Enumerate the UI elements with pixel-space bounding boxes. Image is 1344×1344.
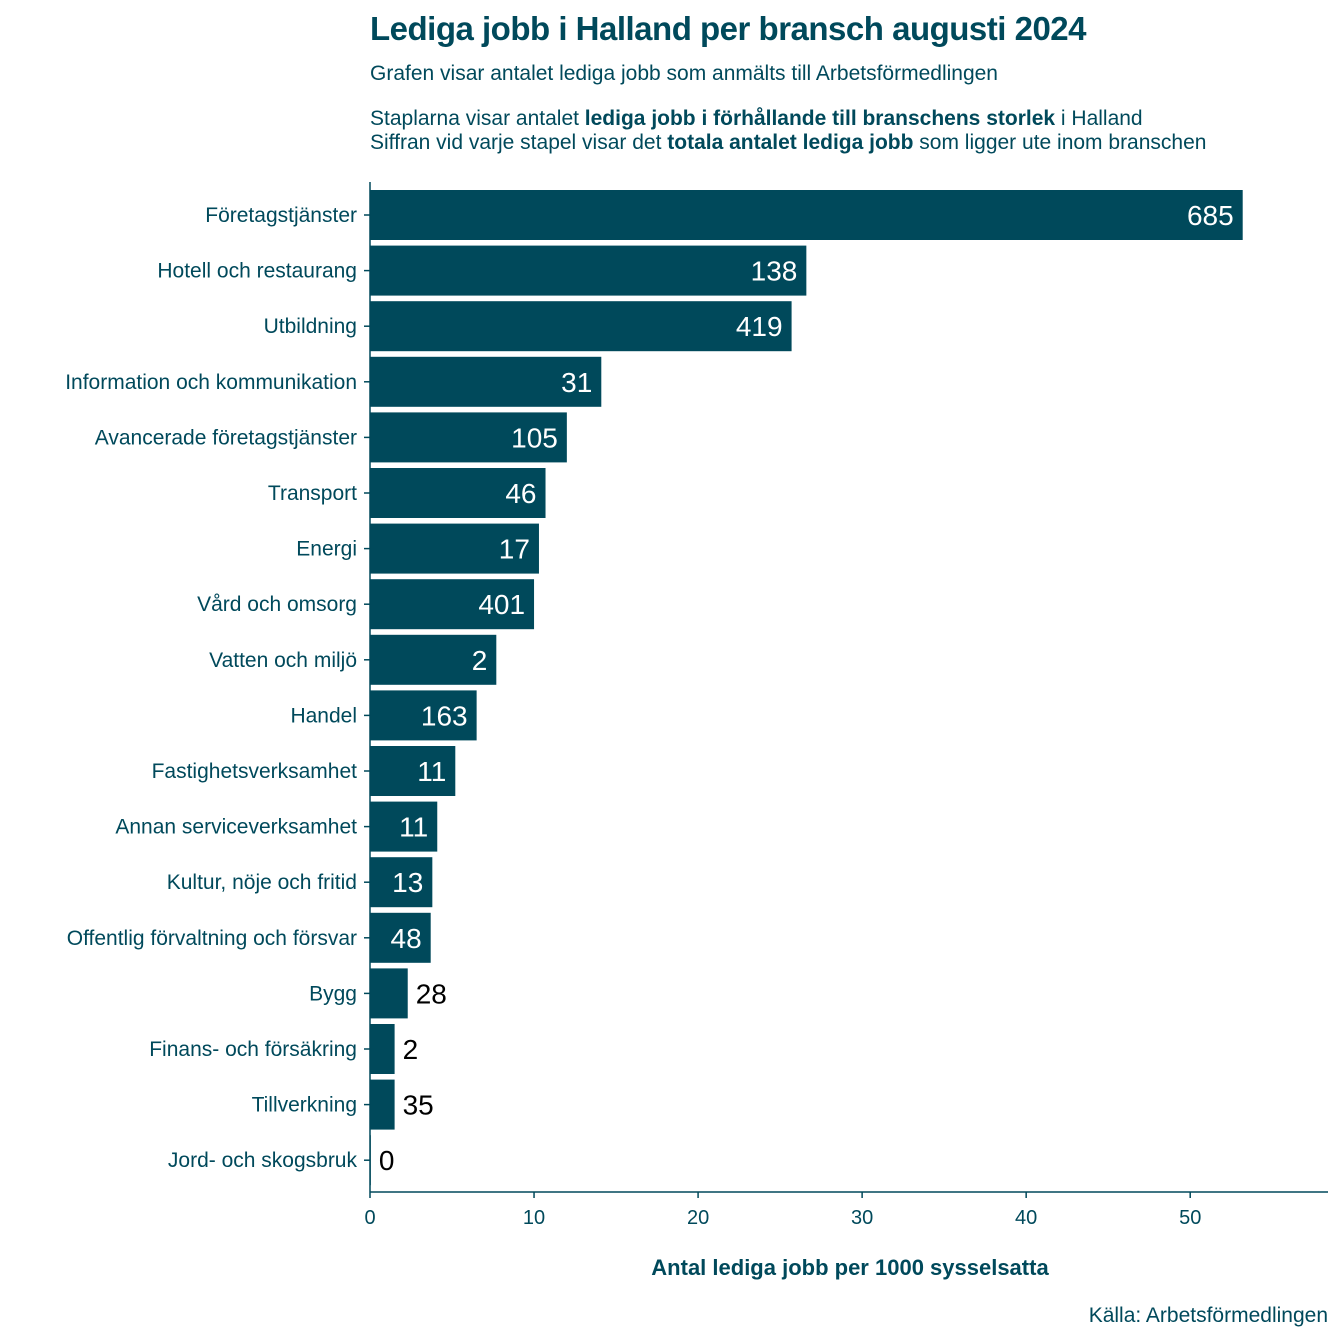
value-label-10: 11 [417,756,446,787]
bar-2 [370,301,792,352]
x-axis-title: Antal lediga jobb per 1000 sysselsatta [651,1255,1049,1280]
value-label-5: 46 [505,478,536,509]
desc1-bold: lediga jobb i förhållande till branschen… [584,107,1056,130]
bar-5 [370,468,546,518]
bar-13 [370,912,431,963]
chart-subtitle: Grafen visar antalet lediga jobb som anm… [370,62,998,85]
bar-1 [370,245,807,296]
desc2-pre: Siffran vid varje stapel visar det [370,131,668,154]
value-label-16: 35 [403,1090,434,1121]
bar-7 [370,579,535,630]
source-note: Källa: Arbetsförmedlingen [1088,1304,1328,1327]
chart-title: Lediga jobb i Halland per bransch august… [370,10,1087,47]
value-label-13: 48 [391,923,422,954]
category-label-11: Annan serviceverksamhet [115,816,357,839]
axes-group: Företagstjänster Hotell och restaurang Utb… [65,182,1328,1229]
desc2-post: som ligger ute inom branschen [913,131,1207,154]
chart-description-line-1: Staplarna visar antalet lediga jobb i fö… [370,107,1143,131]
x-tick-label-1: 10 [523,1207,545,1229]
value-label-12: 13 [392,867,423,898]
x-tick-label-2: 20 [687,1207,709,1229]
category-label-9: Handel [290,704,357,727]
bar-16 [370,1079,395,1130]
x-tick-label-4: 40 [1015,1207,1037,1229]
desc2-bold: totala antalet lediga jobb [667,131,914,154]
category-label-13: Offentlig förvaltning och försvar [67,927,357,950]
desc1-post: i Halland [1055,107,1143,130]
value-label-15: 2 [403,1034,419,1065]
category-label-8: Vatten och miljö [209,649,357,672]
category-label-14: Bygg [309,982,357,1005]
value-label-17: 0 [379,1145,395,1176]
bar-12 [370,857,433,908]
x-tick-label-0: 0 [364,1207,375,1229]
value-label-4: 105 [511,422,558,453]
category-label-4: Avancerade företagstjänster [95,426,357,449]
bar-14 [370,968,408,1019]
desc1-pre: Staplarna visar antalet [370,107,585,130]
category-label-3: Information och kommunikation [65,371,357,394]
value-label-7: 401 [478,589,525,620]
bar-3 [370,356,602,407]
value-label-1: 138 [751,256,798,287]
category-label-17: Jord- och skogsbruk [168,1149,358,1172]
bar-10 [370,746,456,796]
chart-description-line-2: Siffran vid varje stapel visar det total… [370,131,1206,155]
x-tick-label-3: 30 [851,1207,873,1229]
bar-6 [370,523,539,574]
bar-9 [370,690,477,741]
bar-15 [370,1024,395,1074]
bar-11 [370,801,438,852]
value-label-0: 685 [1187,200,1234,231]
category-label-0: Företagstjänster [205,204,357,227]
value-label-11: 11 [399,812,428,843]
value-label-6: 17 [499,534,530,565]
bar-8 [370,634,497,685]
value-label-14: 28 [416,978,447,1009]
value-label-9: 163 [421,700,468,731]
x-tick-label-5: 50 [1179,1207,1201,1229]
category-label-10: Fastighetsverksamhet [152,760,358,783]
category-label-6: Energi [296,538,357,561]
category-label-16: Tillverkning [252,1094,357,1117]
value-label-3: 31 [561,367,592,398]
bar-4 [370,412,567,463]
category-label-12: Kultur, nöje och fritid [167,871,357,894]
category-label-2: Utbildning [264,315,357,338]
value-label-8: 2 [472,645,488,676]
value-label-2: 419 [736,311,783,342]
category-label-15: Finans- och försäkring [149,1038,357,1061]
category-label-7: Vård och omsorg [197,593,357,616]
bar-0 [370,190,1243,240]
category-label-5: Transport [268,482,357,505]
category-label-1: Hotell och restaurang [157,260,357,283]
